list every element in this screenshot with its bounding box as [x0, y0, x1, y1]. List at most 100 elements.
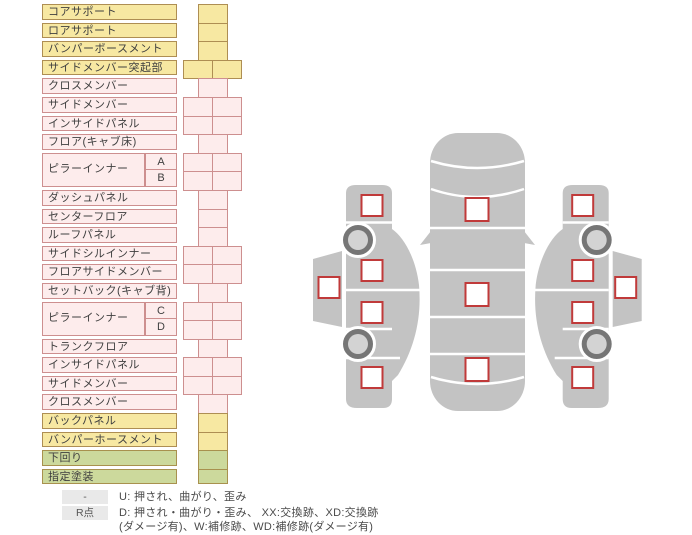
table-row: バックパネル: [42, 413, 243, 433]
damage-cell[interactable]: [212, 375, 242, 396]
damage-cell[interactable]: [198, 78, 228, 98]
damage-cell[interactable]: [198, 227, 228, 247]
damage-marker[interactable]: [360, 259, 384, 282]
wheel-icon: [578, 222, 615, 258]
damage-cell[interactable]: [198, 4, 228, 24]
row-label: ピラーインナー: [42, 152, 145, 187]
damage-cell-column: [183, 152, 243, 191]
damage-cell-group: [183, 431, 243, 452]
damage-cell[interactable]: [183, 375, 213, 396]
damage-cell[interactable]: [183, 96, 213, 117]
damage-cell-group: [183, 171, 243, 191]
sub-row-label: A: [145, 152, 177, 171]
damage-cell[interactable]: [198, 468, 228, 485]
damage-marker[interactable]: [360, 194, 384, 217]
top-view: [420, 133, 535, 411]
row-label: フロア(キャブ床): [42, 134, 177, 150]
row-label: セットバック(キャブ背): [42, 282, 177, 299]
damage-marker[interactable]: [571, 301, 595, 324]
damage-cell[interactable]: [183, 171, 213, 191]
legend-key-dash: -: [62, 490, 108, 504]
table-row: インサイドパネル: [42, 357, 243, 377]
damage-cell[interactable]: [212, 245, 242, 266]
damage-cell-group: [183, 96, 243, 117]
table-row: ピラーインナー C D: [42, 301, 243, 340]
damage-marker[interactable]: [360, 366, 384, 389]
damage-cell-group: [183, 59, 243, 80]
damage-marker[interactable]: [317, 276, 341, 299]
damage-cell[interactable]: [212, 320, 242, 340]
damage-cell[interactable]: [212, 171, 242, 191]
damage-marker[interactable]: [571, 366, 595, 389]
table-row: サイドシルインナー: [42, 245, 243, 266]
damage-cell[interactable]: [212, 152, 242, 173]
damage-cell[interactable]: [198, 282, 228, 303]
row-label: コアサポート: [42, 4, 177, 20]
table-row: ピラーインナー A B: [42, 152, 243, 191]
damage-cell[interactable]: [212, 301, 242, 322]
damage-marker[interactable]: [571, 194, 595, 217]
damage-cell[interactable]: [212, 115, 242, 136]
table-row: コアサポート: [42, 4, 243, 24]
row-label: バンパーホースメント: [42, 431, 177, 448]
damage-cell[interactable]: [183, 245, 213, 266]
damage-cell[interactable]: [212, 264, 242, 284]
table-row: ロアサポート: [42, 22, 243, 43]
row-label: 下回り: [42, 450, 177, 466]
damage-cell-group: [183, 282, 243, 303]
damage-cell-group: [183, 450, 243, 470]
damage-cell[interactable]: [183, 301, 213, 322]
damage-cell[interactable]: [198, 394, 228, 415]
damage-cell[interactable]: [183, 115, 213, 136]
row-label: バンパーボースメント: [42, 41, 177, 57]
damage-cell[interactable]: [198, 413, 228, 433]
damage-cell[interactable]: [212, 96, 242, 117]
damage-cell[interactable]: [183, 152, 213, 173]
right-side-view: [533, 185, 642, 408]
damage-cell[interactable]: [183, 264, 213, 284]
damage-cell[interactable]: [212, 59, 242, 80]
legend-text-d-line2: (ダメージ有)、W:補修跡、WD:補修跡(ダメージ有): [119, 521, 374, 533]
damage-cell[interactable]: [198, 22, 228, 43]
damage-cell[interactable]: [212, 357, 242, 377]
damage-cell[interactable]: [198, 134, 228, 154]
damage-cell[interactable]: [198, 338, 228, 359]
table-row: 指定塗装: [42, 468, 243, 485]
damage-cell[interactable]: [183, 320, 213, 340]
wheel-icon: [340, 326, 376, 362]
legend-item: - U: 押され、曲がり、歪み: [62, 490, 379, 504]
damage-cell-group: [183, 413, 243, 433]
row-label: フロアサイドメンバー: [42, 264, 177, 280]
damage-marker[interactable]: [464, 197, 490, 222]
damage-cell[interactable]: [198, 450, 228, 470]
damage-cell[interactable]: [183, 357, 213, 377]
damage-marker[interactable]: [464, 282, 490, 307]
damage-marker[interactable]: [464, 357, 490, 382]
damage-cell[interactable]: [183, 59, 213, 80]
row-label: クロスメンバー: [42, 78, 177, 94]
damage-cell-group: [183, 301, 243, 322]
damage-cell-group: [183, 78, 243, 98]
damage-cell[interactable]: [198, 189, 228, 210]
row-label: インサイドパネル: [42, 357, 177, 373]
damage-cell-group: [183, 227, 243, 247]
car-diagram: [313, 133, 642, 411]
damage-cell-group: [183, 375, 243, 396]
table-row: サイドメンバー: [42, 96, 243, 117]
damage-marker[interactable]: [571, 259, 595, 282]
damage-cell-group: [183, 115, 243, 136]
damage-cell-group: [183, 152, 243, 173]
damage-marker[interactable]: [360, 301, 384, 324]
damage-cell[interactable]: [198, 431, 228, 452]
row-label: 指定塗装: [42, 468, 177, 485]
damage-marker[interactable]: [614, 276, 638, 299]
panel-divider-lines: [533, 221, 609, 360]
row-label: サイドシルインナー: [42, 245, 177, 262]
damage-cell[interactable]: [198, 41, 228, 61]
mirror-left: [420, 231, 431, 245]
row-label: クロスメンバー: [42, 394, 177, 411]
damage-cell[interactable]: [198, 208, 228, 229]
